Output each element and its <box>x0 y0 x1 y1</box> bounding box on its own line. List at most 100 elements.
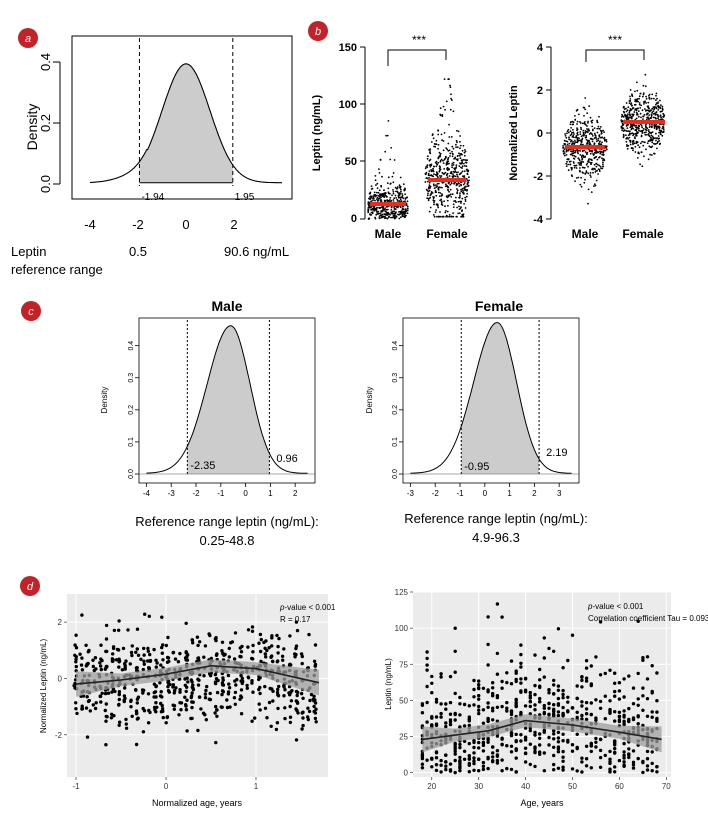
panel-d1-trend-line <box>75 664 320 685</box>
d1-point <box>74 646 79 650</box>
d2-point <box>434 751 439 755</box>
panel-b2-male-point <box>582 156 585 159</box>
d1-point <box>130 653 134 658</box>
d1-point <box>142 659 146 663</box>
panel-b2-male-point <box>574 155 577 158</box>
d2-point <box>589 744 593 748</box>
d1-point <box>288 634 292 638</box>
panel-b1-female-point <box>445 100 448 103</box>
panel-b2-male-point <box>606 148 608 151</box>
panel-c1-shaded-area <box>187 325 270 474</box>
panel-b2-male-point <box>587 172 590 175</box>
d1-point <box>239 688 244 692</box>
panel-b1-male-point <box>389 183 392 185</box>
d1-point <box>270 636 274 640</box>
panel-b1-female-point <box>465 195 468 198</box>
d2-point <box>420 762 425 766</box>
panel-b1-female-point <box>447 156 450 159</box>
panel-b2-female-point <box>630 108 633 111</box>
panel-b2-x-label-male: Male <box>572 227 599 241</box>
d1-point <box>251 643 255 648</box>
d1-point <box>246 645 250 649</box>
panel-b2-female-point <box>635 100 638 103</box>
d2-point <box>552 753 556 758</box>
panel-b1-female-point <box>429 185 432 188</box>
panel-b1-female-point <box>464 198 467 201</box>
panel-b2-male-point <box>564 135 567 137</box>
d2-point <box>645 757 650 761</box>
d2-point <box>509 659 514 663</box>
d1-point <box>196 643 200 648</box>
panel-b1-male-point <box>405 214 407 217</box>
panel-b2-female-point <box>638 146 641 149</box>
panel-b1-female-point <box>435 191 438 194</box>
panel-c1-caption-line2: 0.25-48.8 <box>200 533 255 548</box>
panel-b2-female-point <box>628 113 631 116</box>
panel-c2-lower-limit-label: -0.95 <box>464 461 489 473</box>
d2-point <box>509 709 514 713</box>
panel-b2-female-point <box>631 94 633 97</box>
panel-b2-male-point <box>577 176 580 179</box>
panel-b1-male-point <box>370 206 373 208</box>
panel-b1-female-point <box>456 159 459 162</box>
panel-b1-male-point <box>387 187 390 190</box>
panel-b1-female-point <box>441 139 443 142</box>
d2-point <box>528 762 532 767</box>
panel-b2-female-point <box>662 124 665 126</box>
d1-point <box>152 695 156 699</box>
d1-point <box>117 628 121 632</box>
panel-b2-male-point <box>586 142 589 145</box>
panel-b1-male-point <box>394 208 396 210</box>
panel-c2-frame <box>402 317 580 484</box>
d2-point <box>594 740 598 744</box>
d2-point <box>467 718 471 722</box>
panel-b1-male-point <box>396 206 399 209</box>
panel-b2-male-point <box>587 128 590 131</box>
panel-b1-female-point <box>428 181 431 184</box>
panel-b2-male-point <box>574 180 576 183</box>
d1-point <box>148 652 152 657</box>
d1-point <box>164 721 168 725</box>
panel-c1-lower-limit-label: -2.35 <box>190 460 215 472</box>
d1-point <box>166 635 170 640</box>
panel-b1-male-point <box>379 193 381 196</box>
d2-point <box>552 762 556 767</box>
panel-b2-male-point <box>589 116 592 119</box>
d1-point <box>117 659 122 663</box>
panel-b1-female-point <box>445 195 448 198</box>
panel-b2-male-point <box>585 171 588 174</box>
panel-b2-male-point <box>574 141 577 144</box>
panel-b2-female-point <box>652 106 655 108</box>
d2-point <box>467 770 471 774</box>
panel-b1-male-point <box>398 211 400 213</box>
panel-d1-annotation-line1: p-value < 0.001 <box>279 603 336 612</box>
panel-b1-male-point <box>398 184 401 187</box>
d1-point <box>129 698 133 702</box>
panel-b1-female-point <box>456 183 459 186</box>
d2-point <box>495 705 500 709</box>
c2-y-tick-label: 0.0 <box>392 469 399 479</box>
d2-point <box>556 766 561 770</box>
d2-point <box>617 715 622 719</box>
panel-b2-male-point <box>577 113 580 116</box>
d2-point <box>636 756 640 761</box>
d2-point <box>575 710 579 714</box>
d1-point <box>184 708 189 712</box>
d2-point <box>453 670 457 674</box>
d1-point <box>294 699 298 703</box>
panel-d2-trend-line <box>422 719 662 741</box>
panel-b1-female-point <box>456 175 459 178</box>
d1-point <box>311 697 315 701</box>
panel-b2-male-point <box>601 167 604 170</box>
d2-point <box>542 703 546 708</box>
d2-point <box>472 703 476 707</box>
d2-point <box>622 677 626 681</box>
d2-point <box>589 701 593 705</box>
d1-point <box>111 652 115 656</box>
d2-point <box>613 689 617 694</box>
d2-point <box>439 758 443 763</box>
panel-b1-female-point <box>439 186 441 189</box>
panel-b1-female-point <box>462 189 464 192</box>
panel-b1-female-point <box>427 186 430 189</box>
d2-point <box>509 750 514 754</box>
